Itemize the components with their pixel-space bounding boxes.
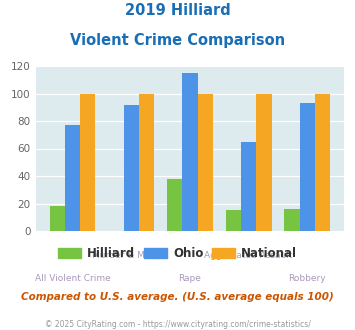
- Bar: [50, 206, 65, 231]
- Bar: [315, 93, 330, 231]
- Text: Violent Crime Comparison: Violent Crime Comparison: [70, 33, 285, 48]
- Bar: [80, 93, 95, 231]
- Legend: Hilliard, Ohio, National: Hilliard, Ohio, National: [53, 242, 302, 265]
- Text: Rape: Rape: [179, 274, 201, 283]
- Text: Compared to U.S. average. (U.S. average equals 100): Compared to U.S. average. (U.S. average …: [21, 292, 334, 302]
- Bar: [167, 179, 182, 231]
- Text: 2019 Hilliard: 2019 Hilliard: [125, 3, 230, 18]
- Bar: [226, 211, 241, 231]
- Bar: [300, 103, 315, 231]
- Bar: [198, 93, 213, 231]
- Bar: [124, 105, 139, 231]
- Bar: [241, 142, 256, 231]
- Text: All Violent Crime: All Violent Crime: [34, 274, 110, 283]
- Text: Murder & Mans...: Murder & Mans...: [93, 251, 170, 260]
- Text: Aggravated Assault: Aggravated Assault: [204, 251, 293, 260]
- Bar: [139, 93, 154, 231]
- Text: © 2025 CityRating.com - https://www.cityrating.com/crime-statistics/: © 2025 CityRating.com - https://www.city…: [45, 320, 310, 329]
- Text: Robbery: Robbery: [289, 274, 326, 283]
- Bar: [256, 93, 272, 231]
- Bar: [284, 209, 300, 231]
- Bar: [182, 73, 198, 231]
- Bar: [65, 125, 80, 231]
